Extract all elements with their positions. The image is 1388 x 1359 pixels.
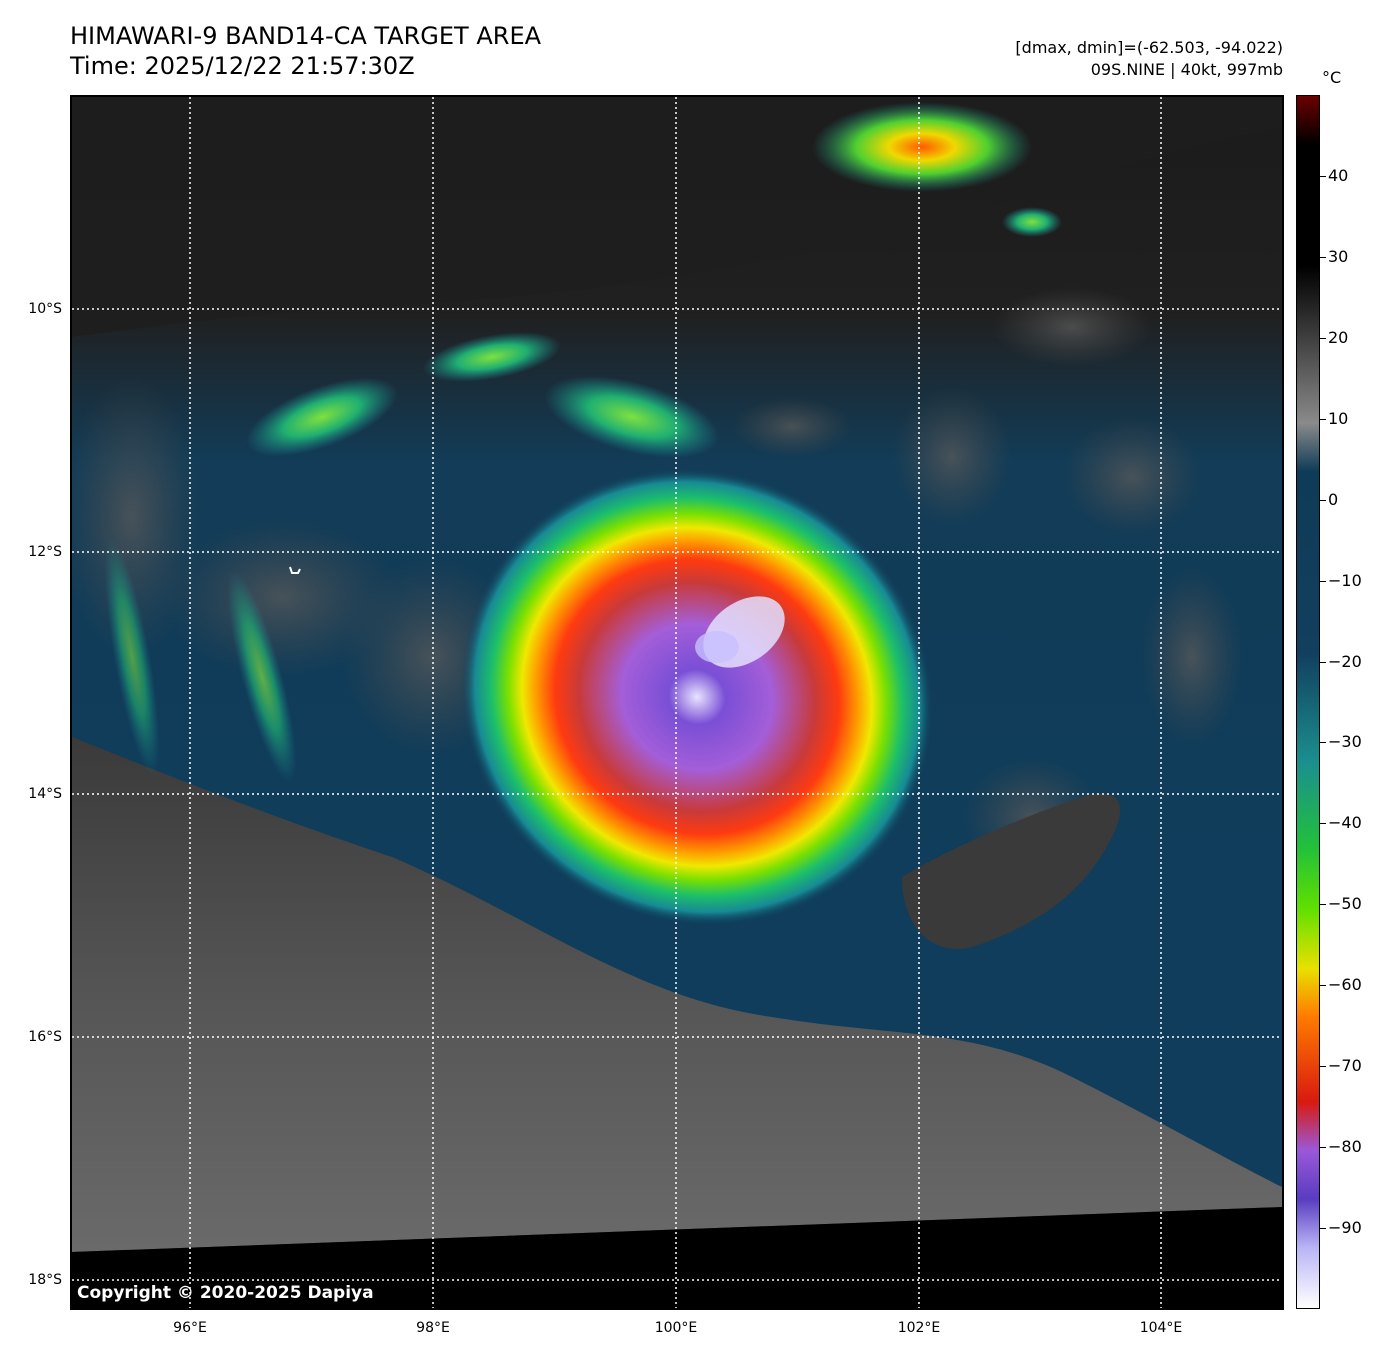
colorbar-tick xyxy=(1320,500,1326,501)
colorbar-tick xyxy=(1320,1228,1326,1229)
colorbar xyxy=(1296,95,1320,1309)
lat-label-16s: 16°S xyxy=(28,1029,62,1045)
lon-label-96e: 96°E xyxy=(173,1320,207,1336)
colorbar-tick xyxy=(1320,823,1326,824)
colorbar-tick xyxy=(1320,419,1326,420)
northeast-convection-small xyxy=(1002,207,1062,237)
gray-cloud-shelf xyxy=(902,793,1121,949)
colorbar-unit: °C xyxy=(1322,68,1342,87)
copyright-notice: Copyright © 2020-2025 Dapiya xyxy=(77,1283,374,1303)
colorbar-tick xyxy=(1320,1147,1326,1148)
colorbar-tick-label: 10 xyxy=(1328,409,1349,428)
dmax-dmin-readout: [dmax, dmin]=(-62.503, -94.022) xyxy=(1015,38,1283,57)
southern-gray-region xyxy=(72,737,1282,1252)
colorbar-tick-label: −40 xyxy=(1328,813,1362,832)
colorbar-tick-label: −60 xyxy=(1328,975,1362,994)
timestamp: Time: 2025/12/22 21:57:30Z xyxy=(70,52,415,80)
lat-label-14s: 14°S xyxy=(28,786,62,802)
island-outline xyxy=(289,566,301,574)
colorbar-tick-label: 40 xyxy=(1328,166,1349,185)
colorbar-tick xyxy=(1320,1066,1326,1067)
colorbar-tick-label: 30 xyxy=(1328,247,1349,266)
lon-label-100e: 100°E xyxy=(654,1320,698,1336)
colorbar-tick-label: −90 xyxy=(1328,1218,1362,1237)
colorbar-tick-label: −30 xyxy=(1328,732,1362,751)
colorbar-tick xyxy=(1320,176,1326,177)
colorbar-tick xyxy=(1320,742,1326,743)
lat-label-10s: 10°S xyxy=(28,301,62,317)
colorbar-tick xyxy=(1320,338,1326,339)
storm-info: 09S.NINE | 40kt, 997mb xyxy=(1090,60,1283,79)
lat-label-18s: 18°S xyxy=(28,1272,62,1288)
lat-label-12s: 12°S xyxy=(28,544,62,560)
ir-imagery xyxy=(72,97,1282,1308)
colorbar-tick-label: 20 xyxy=(1328,328,1349,347)
lon-label-102e: 102°E xyxy=(897,1320,941,1336)
northeast-convection xyxy=(812,102,1032,192)
colorbar-tick xyxy=(1320,662,1326,663)
colorbar-tick-label: −20 xyxy=(1328,652,1362,671)
no-data-region xyxy=(72,1207,1282,1308)
colorbar-tick-label: −70 xyxy=(1328,1056,1362,1075)
chart-title: HIMAWARI-9 BAND14-CA TARGET AREA xyxy=(70,22,542,50)
colorbar-tick-label: −50 xyxy=(1328,894,1362,913)
lon-label-98e: 98°E xyxy=(416,1320,450,1336)
colorbar-tick xyxy=(1320,985,1326,986)
colorbar-tick-label: −80 xyxy=(1328,1137,1362,1156)
lat-lon-grid xyxy=(72,97,1282,1308)
colorbar-tick-label: 0 xyxy=(1328,490,1339,509)
colorbar-tick-label: −10 xyxy=(1328,571,1362,590)
colorbar-tick xyxy=(1320,904,1326,905)
storm-core xyxy=(460,468,934,926)
satellite-map: Copyright © 2020-2025 Dapiya xyxy=(70,95,1284,1310)
lon-label-104e: 104°E xyxy=(1139,1320,1183,1336)
colorbar-tick xyxy=(1320,581,1326,582)
colorbar-tick xyxy=(1320,257,1326,258)
